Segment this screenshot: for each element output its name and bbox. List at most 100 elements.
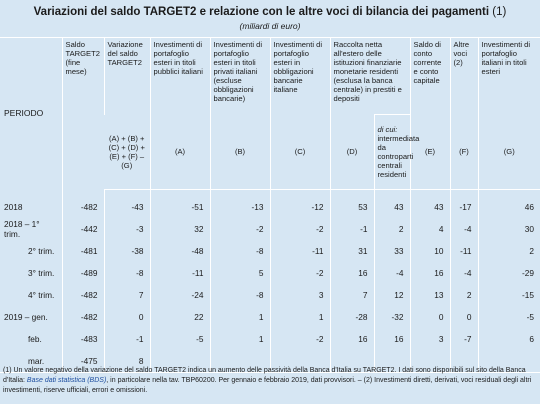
table-row: 2019 – gen. -482 0 22 1 1 -28 -32 0 0 -5: [0, 306, 540, 328]
sub-column-label: intermediata da controparti centrali res…: [377, 134, 420, 179]
column-header: Investimenti di portafoglio esteri in ti…: [209, 37, 270, 115]
value-cell: 53: [329, 189, 374, 218]
value-cell: 1: [209, 306, 270, 328]
empty-cell: [209, 350, 270, 373]
value-cell: -4: [449, 218, 478, 240]
value-cell: -43: [103, 189, 150, 218]
column-code: (G): [477, 114, 540, 190]
footnote-link[interactable]: Base dati statistica (BDS): [26, 377, 107, 384]
value-cell: -2: [269, 218, 330, 240]
column-header: Investimenti di portafoglio italiani in …: [477, 37, 540, 115]
value-cell: 2: [449, 284, 478, 306]
sub-column-header: di cui: intermediata da controparti centr…: [373, 114, 419, 190]
value-cell: -442: [61, 218, 104, 240]
period-cell: feb.: [28, 334, 42, 344]
value-cell: 30: [477, 218, 540, 240]
column-code: (E): [409, 114, 450, 190]
column-header: Altre voci (2): [449, 37, 478, 115]
column-code: (F): [449, 114, 478, 190]
value-cell: 2: [373, 218, 410, 240]
table-row: 3° trim. -489 -8 -11 5 -2 16 -4 16 -4 -29: [0, 262, 540, 284]
column-header: Investimenti di portafoglio esteri in ti…: [149, 37, 210, 115]
value-cell: 22: [149, 306, 210, 328]
value-cell: -475: [61, 350, 104, 373]
column-header: Investimenti di portafoglio esteri in ob…: [269, 37, 330, 115]
value-cell: 0: [409, 306, 450, 328]
header-row: PERIODO Saldo TARGET2 (fine mese) Variazio…: [0, 37, 540, 190]
empty-cell: [449, 350, 478, 373]
table-row: 2° trim. -481 -38 -48 -8 -11 31 33 10 -11 2: [0, 240, 540, 262]
value-cell: 16: [409, 262, 450, 284]
column-code: (B): [209, 114, 270, 190]
value-cell: -11: [449, 240, 478, 262]
value-cell: -4: [449, 262, 478, 284]
period-cell: 2019 – gen.: [4, 312, 48, 322]
value-cell: -51: [149, 189, 210, 218]
empty-cell: [269, 350, 330, 373]
value-cell: -482: [61, 189, 104, 218]
value-cell: 33: [373, 240, 410, 262]
value-cell: -8: [209, 284, 270, 306]
period-cell: 2° trim.: [28, 246, 55, 256]
value-cell: -5: [477, 306, 540, 328]
value-cell: 2: [477, 240, 540, 262]
value-cell: 3: [269, 284, 330, 306]
period-cell: 3° trim.: [28, 268, 55, 278]
value-cell: 16: [329, 328, 374, 350]
table-head: PERIODO Saldo TARGET2 (fine mese) Variazio…: [0, 37, 540, 190]
table-body: 2018 -482 -43 -51 -13 -12 53 43 43 -17 46 2018 – 1°…: [0, 189, 540, 373]
value-cell: -8: [209, 240, 270, 262]
title-note: (1): [492, 6, 507, 18]
title: Variazioni del saldo TARGET2 e relazione…: [33, 6, 490, 18]
value-cell: -48: [149, 240, 210, 262]
value-cell: -17: [449, 189, 478, 218]
value-cell: -7: [449, 328, 478, 350]
period-cell: 4° trim.: [28, 290, 55, 300]
period-cell: 2018: [4, 201, 23, 212]
value-cell: -13: [209, 189, 270, 218]
title-line: Variazioni del saldo TARGET2 e relazione…: [0, 6, 540, 18]
value-cell: 1: [209, 328, 270, 350]
empty-cell: [409, 350, 450, 373]
value-cell: 13: [409, 284, 450, 306]
header-row: (A) + (B) + (C) + (D) + (E) + (F) – (G)(…: [0, 114, 540, 190]
value-cell: -2: [269, 262, 330, 284]
column-header: Variazione del saldo TARGET2: [103, 37, 150, 115]
value-cell: 31: [329, 240, 374, 262]
value-cell: -489: [61, 262, 104, 284]
value-cell: -15: [477, 284, 540, 306]
value-cell: -3: [103, 218, 150, 240]
value-cell: 7: [329, 284, 374, 306]
value-cell: -482: [61, 284, 104, 306]
column-header: PERIODO: [0, 37, 62, 190]
table: PERIODO Saldo TARGET2 (fine mese) Variazio…: [0, 37, 540, 373]
value-cell: -12: [269, 189, 330, 218]
value-cell: 5: [209, 262, 270, 284]
value-cell: -32: [373, 306, 410, 328]
sub-column-lead: di cui:: [377, 125, 398, 134]
column-code: (C): [269, 114, 330, 190]
footnote: (1) Un valore negativo della variazione …: [3, 366, 537, 396]
column-code: (A): [149, 114, 210, 190]
value-cell: -1: [329, 218, 374, 240]
value-cell: 8: [103, 350, 150, 373]
value-cell: 10: [409, 240, 450, 262]
value-cell: -4: [373, 262, 410, 284]
value-cell: 43: [409, 189, 450, 218]
value-cell: -481: [61, 240, 104, 262]
value-cell: 46: [477, 189, 540, 218]
value-cell: 12: [373, 284, 410, 306]
value-cell: -38: [103, 240, 150, 262]
value-cell: 32: [149, 218, 210, 240]
value-cell: 16: [373, 328, 410, 350]
value-cell: -482: [61, 306, 104, 328]
period-cell: 2018 – 1° trim.: [4, 219, 40, 239]
empty-cell: [329, 350, 374, 373]
column-header: Raccolta netta all'estero delle istituzi…: [329, 37, 410, 115]
column-code: (D): [329, 114, 374, 190]
column-header: Saldo TARGET2 (fine mese): [61, 37, 104, 190]
value-cell: -24: [149, 284, 210, 306]
